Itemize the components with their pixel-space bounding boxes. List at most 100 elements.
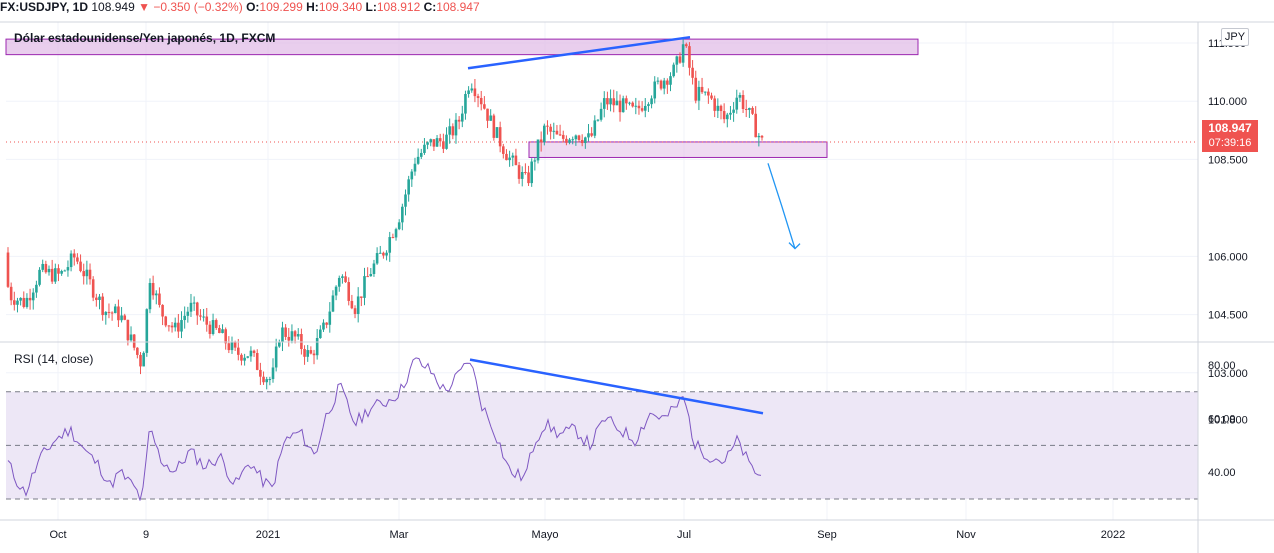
candle-body bbox=[606, 98, 609, 105]
candle-body bbox=[713, 98, 716, 111]
candle-body bbox=[590, 133, 593, 136]
candle-body bbox=[360, 296, 363, 298]
candle-body bbox=[539, 139, 543, 143]
candle-body bbox=[161, 304, 164, 317]
candle-body bbox=[404, 194, 407, 207]
candle-body bbox=[202, 316, 205, 318]
candle-body bbox=[391, 237, 395, 239]
candle-body bbox=[85, 269, 89, 277]
candle-body bbox=[344, 276, 347, 283]
candlestick-series bbox=[6, 38, 764, 390]
candle-body bbox=[508, 157, 511, 161]
candle-body bbox=[445, 134, 448, 149]
candle-body bbox=[659, 80, 663, 89]
trend-drawings[interactable] bbox=[467, 35, 801, 415]
candle-body bbox=[347, 282, 351, 301]
candle-body bbox=[319, 329, 322, 339]
candle-body bbox=[76, 257, 79, 262]
candle-body bbox=[401, 206, 404, 223]
candle-body bbox=[378, 252, 382, 254]
candle-body bbox=[700, 86, 704, 93]
candle-body bbox=[290, 331, 294, 341]
rsi-trendline bbox=[469, 358, 764, 415]
symbol-label[interactable]: FX:USDJPY, 1D bbox=[0, 0, 89, 14]
candle-body bbox=[195, 302, 199, 316]
candle-body bbox=[738, 95, 742, 98]
support-resistance-zones[interactable] bbox=[5, 38, 1198, 158]
candle-body bbox=[268, 379, 272, 381]
candle-body bbox=[47, 268, 51, 273]
candle-body bbox=[498, 127, 502, 147]
candle-body bbox=[650, 98, 653, 105]
candle-body bbox=[612, 98, 616, 106]
candle-body bbox=[656, 80, 660, 82]
last-price: 108.949 bbox=[91, 0, 135, 14]
candle-body bbox=[625, 98, 628, 104]
candle-body bbox=[666, 80, 669, 85]
candle-body bbox=[741, 95, 745, 110]
candle-body bbox=[337, 277, 341, 287]
time-tick-label: 2022 bbox=[1101, 529, 1125, 541]
candle-body bbox=[218, 327, 221, 334]
candle-body bbox=[584, 137, 587, 144]
candle-body bbox=[237, 347, 240, 355]
time-tick-label: Oct bbox=[49, 529, 66, 541]
candle-body bbox=[621, 98, 625, 113]
candle-body bbox=[703, 91, 707, 93]
candle-body bbox=[284, 327, 287, 337]
candle-body bbox=[38, 269, 41, 285]
candle-body bbox=[514, 155, 518, 166]
candle-body bbox=[372, 263, 376, 274]
candle-body bbox=[363, 276, 366, 298]
candle-body bbox=[549, 126, 552, 132]
rsi-tick-label: 40.00 bbox=[1208, 467, 1236, 479]
candle-body bbox=[278, 341, 281, 347]
candle-body bbox=[28, 297, 32, 301]
candle-body bbox=[208, 324, 212, 334]
candle-body bbox=[571, 139, 575, 141]
candle-body bbox=[246, 356, 250, 358]
candle-body bbox=[243, 357, 246, 361]
rsi-axis[interactable]: 80.00 60.00 40.00 bbox=[1208, 360, 1236, 479]
candle-body bbox=[419, 152, 423, 157]
candle-body bbox=[255, 353, 259, 370]
candle-body bbox=[262, 376, 265, 383]
time-tick-label: 2021 bbox=[256, 529, 280, 541]
candle-body bbox=[31, 292, 35, 301]
candle-body bbox=[350, 300, 354, 309]
candle-body bbox=[375, 253, 379, 264]
price-change: ▼ −0.350 (−0.32%) bbox=[138, 0, 243, 14]
support-zone bbox=[528, 141, 828, 158]
candle-body bbox=[82, 271, 86, 277]
candle-body bbox=[139, 354, 142, 367]
candle-body bbox=[274, 346, 278, 368]
candle-body bbox=[744, 109, 748, 111]
candle-body bbox=[303, 349, 306, 357]
candle-body bbox=[369, 273, 373, 277]
candle-body bbox=[113, 306, 117, 314]
candle-body bbox=[722, 111, 726, 120]
currency-badge[interactable]: JPY bbox=[1221, 28, 1249, 46]
candle-body bbox=[517, 165, 521, 179]
candle-body bbox=[22, 297, 26, 307]
candle-body bbox=[555, 130, 559, 135]
candle-body bbox=[95, 297, 98, 301]
candle-body bbox=[227, 343, 231, 351]
candle-body bbox=[54, 268, 57, 282]
candle-body bbox=[716, 105, 720, 111]
candle-body bbox=[565, 138, 568, 143]
candle-body bbox=[476, 96, 480, 98]
candle-body bbox=[233, 342, 237, 348]
candle-body bbox=[205, 316, 209, 325]
candle-body bbox=[432, 139, 436, 147]
candle-body bbox=[189, 302, 193, 312]
time-axis[interactable]: Oct 9 2021 Mar Mayo Jul Sep Nov 2022 bbox=[49, 529, 1125, 541]
candle-body bbox=[574, 135, 578, 140]
candle-body bbox=[199, 315, 202, 317]
rsi-level-lines bbox=[6, 391, 1198, 500]
candle-body bbox=[123, 315, 127, 320]
candle-body bbox=[577, 135, 581, 140]
candle-body bbox=[631, 102, 634, 107]
candle-body bbox=[757, 135, 761, 138]
